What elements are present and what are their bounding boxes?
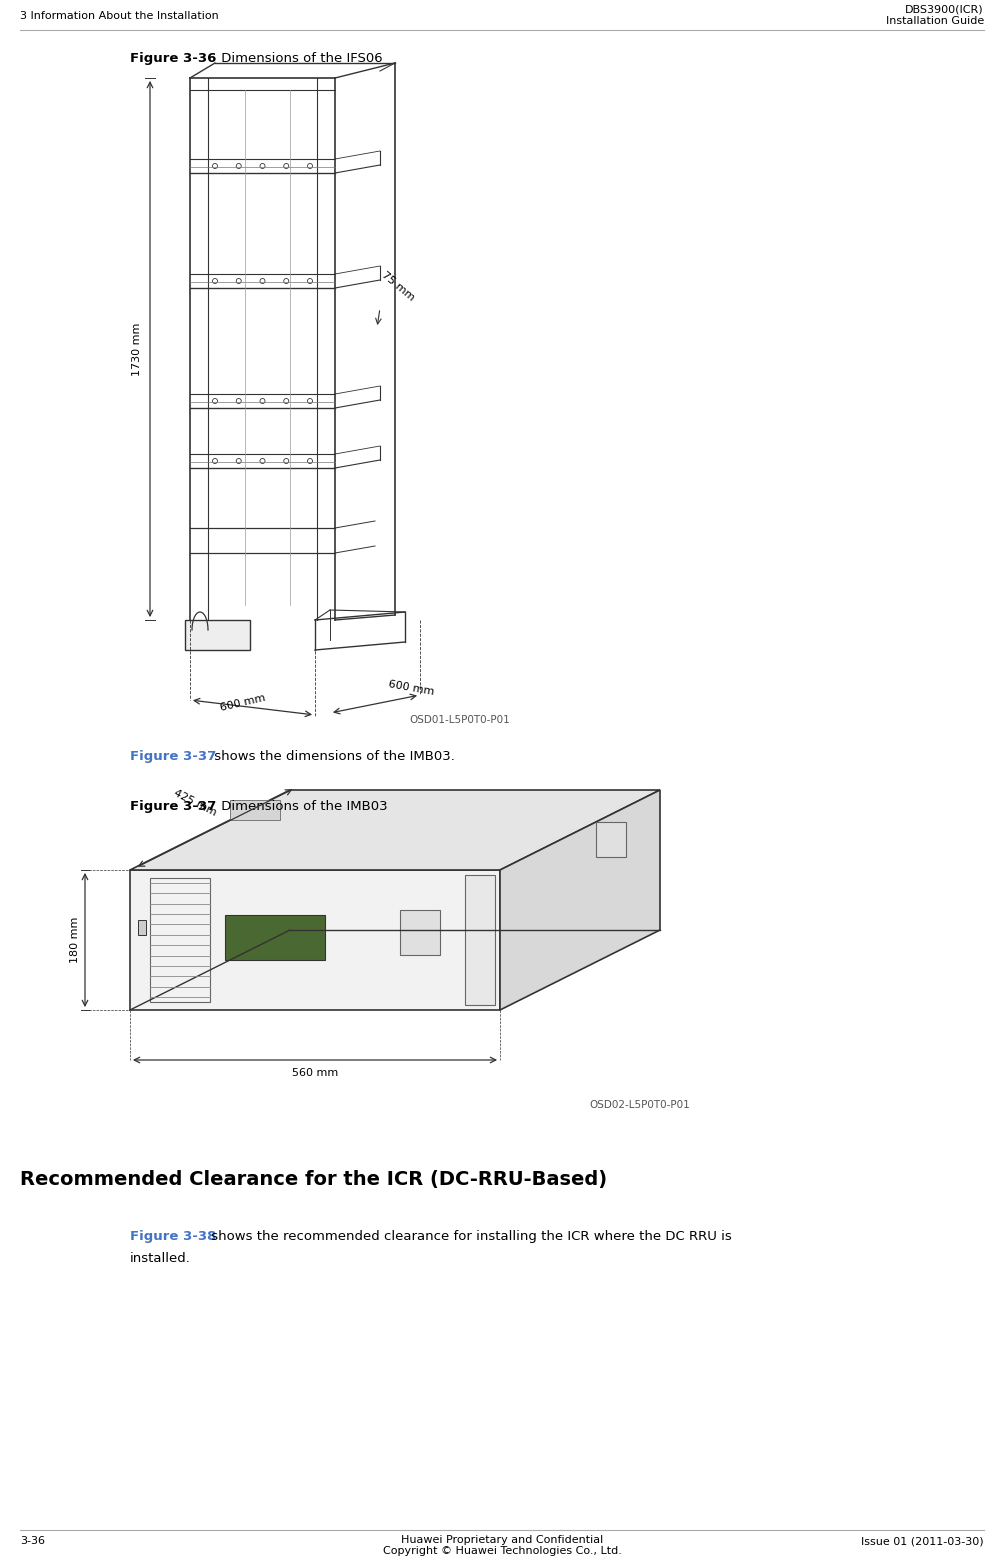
- Bar: [185, 620, 250, 650]
- Polygon shape: [129, 871, 499, 1010]
- Text: 600 mm: 600 mm: [219, 692, 266, 713]
- Text: DBS3900(ICR): DBS3900(ICR): [905, 5, 983, 16]
- Polygon shape: [129, 789, 659, 871]
- Text: shows the recommended clearance for installing the ICR where the DC RRU is: shows the recommended clearance for inst…: [207, 1229, 731, 1243]
- Bar: [399, 910, 439, 955]
- Text: Dimensions of the IMB03: Dimensions of the IMB03: [217, 800, 387, 813]
- Text: 3 Information About the Installation: 3 Information About the Installation: [20, 11, 219, 20]
- Bar: [230, 800, 280, 821]
- Bar: [225, 915, 325, 960]
- Text: Figure 3-37: Figure 3-37: [129, 750, 216, 763]
- Text: 3-36: 3-36: [20, 1536, 45, 1546]
- Text: Dimensions of the IFS06: Dimensions of the IFS06: [217, 52, 382, 66]
- Text: 600 mm: 600 mm: [387, 680, 434, 697]
- Text: 560 mm: 560 mm: [292, 1068, 338, 1077]
- Bar: [137, 919, 145, 935]
- Text: Huawei Proprietary and Confidential: Huawei Proprietary and Confidential: [400, 1535, 603, 1546]
- Text: 75 mm: 75 mm: [379, 269, 416, 302]
- Text: shows the dimensions of the IMB03.: shows the dimensions of the IMB03.: [210, 750, 454, 763]
- Polygon shape: [499, 789, 659, 1010]
- Text: Figure 3-37: Figure 3-37: [129, 800, 216, 813]
- Text: Figure 3-38: Figure 3-38: [129, 1229, 217, 1243]
- Text: 180 mm: 180 mm: [70, 916, 80, 963]
- Text: Recommended Clearance for the ICR (DC-RRU-Based): Recommended Clearance for the ICR (DC-RR…: [20, 1170, 607, 1189]
- Bar: [149, 879, 210, 1002]
- Text: installed.: installed.: [129, 1251, 191, 1265]
- Text: Copyright © Huawei Technologies Co., Ltd.: Copyright © Huawei Technologies Co., Ltd…: [382, 1546, 621, 1557]
- Text: 425 mm: 425 mm: [172, 788, 218, 817]
- Text: OSD01-L5P0T0-P01: OSD01-L5P0T0-P01: [409, 716, 510, 725]
- Text: Installation Guide: Installation Guide: [885, 16, 983, 27]
- Bar: [596, 822, 626, 857]
- Text: Figure 3-36: Figure 3-36: [129, 52, 217, 66]
- Text: Issue 01 (2011-03-30): Issue 01 (2011-03-30): [861, 1536, 983, 1546]
- Bar: [464, 875, 494, 1005]
- Text: 1730 mm: 1730 mm: [131, 323, 141, 376]
- Text: OSD02-L5P0T0-P01: OSD02-L5P0T0-P01: [589, 1099, 690, 1110]
